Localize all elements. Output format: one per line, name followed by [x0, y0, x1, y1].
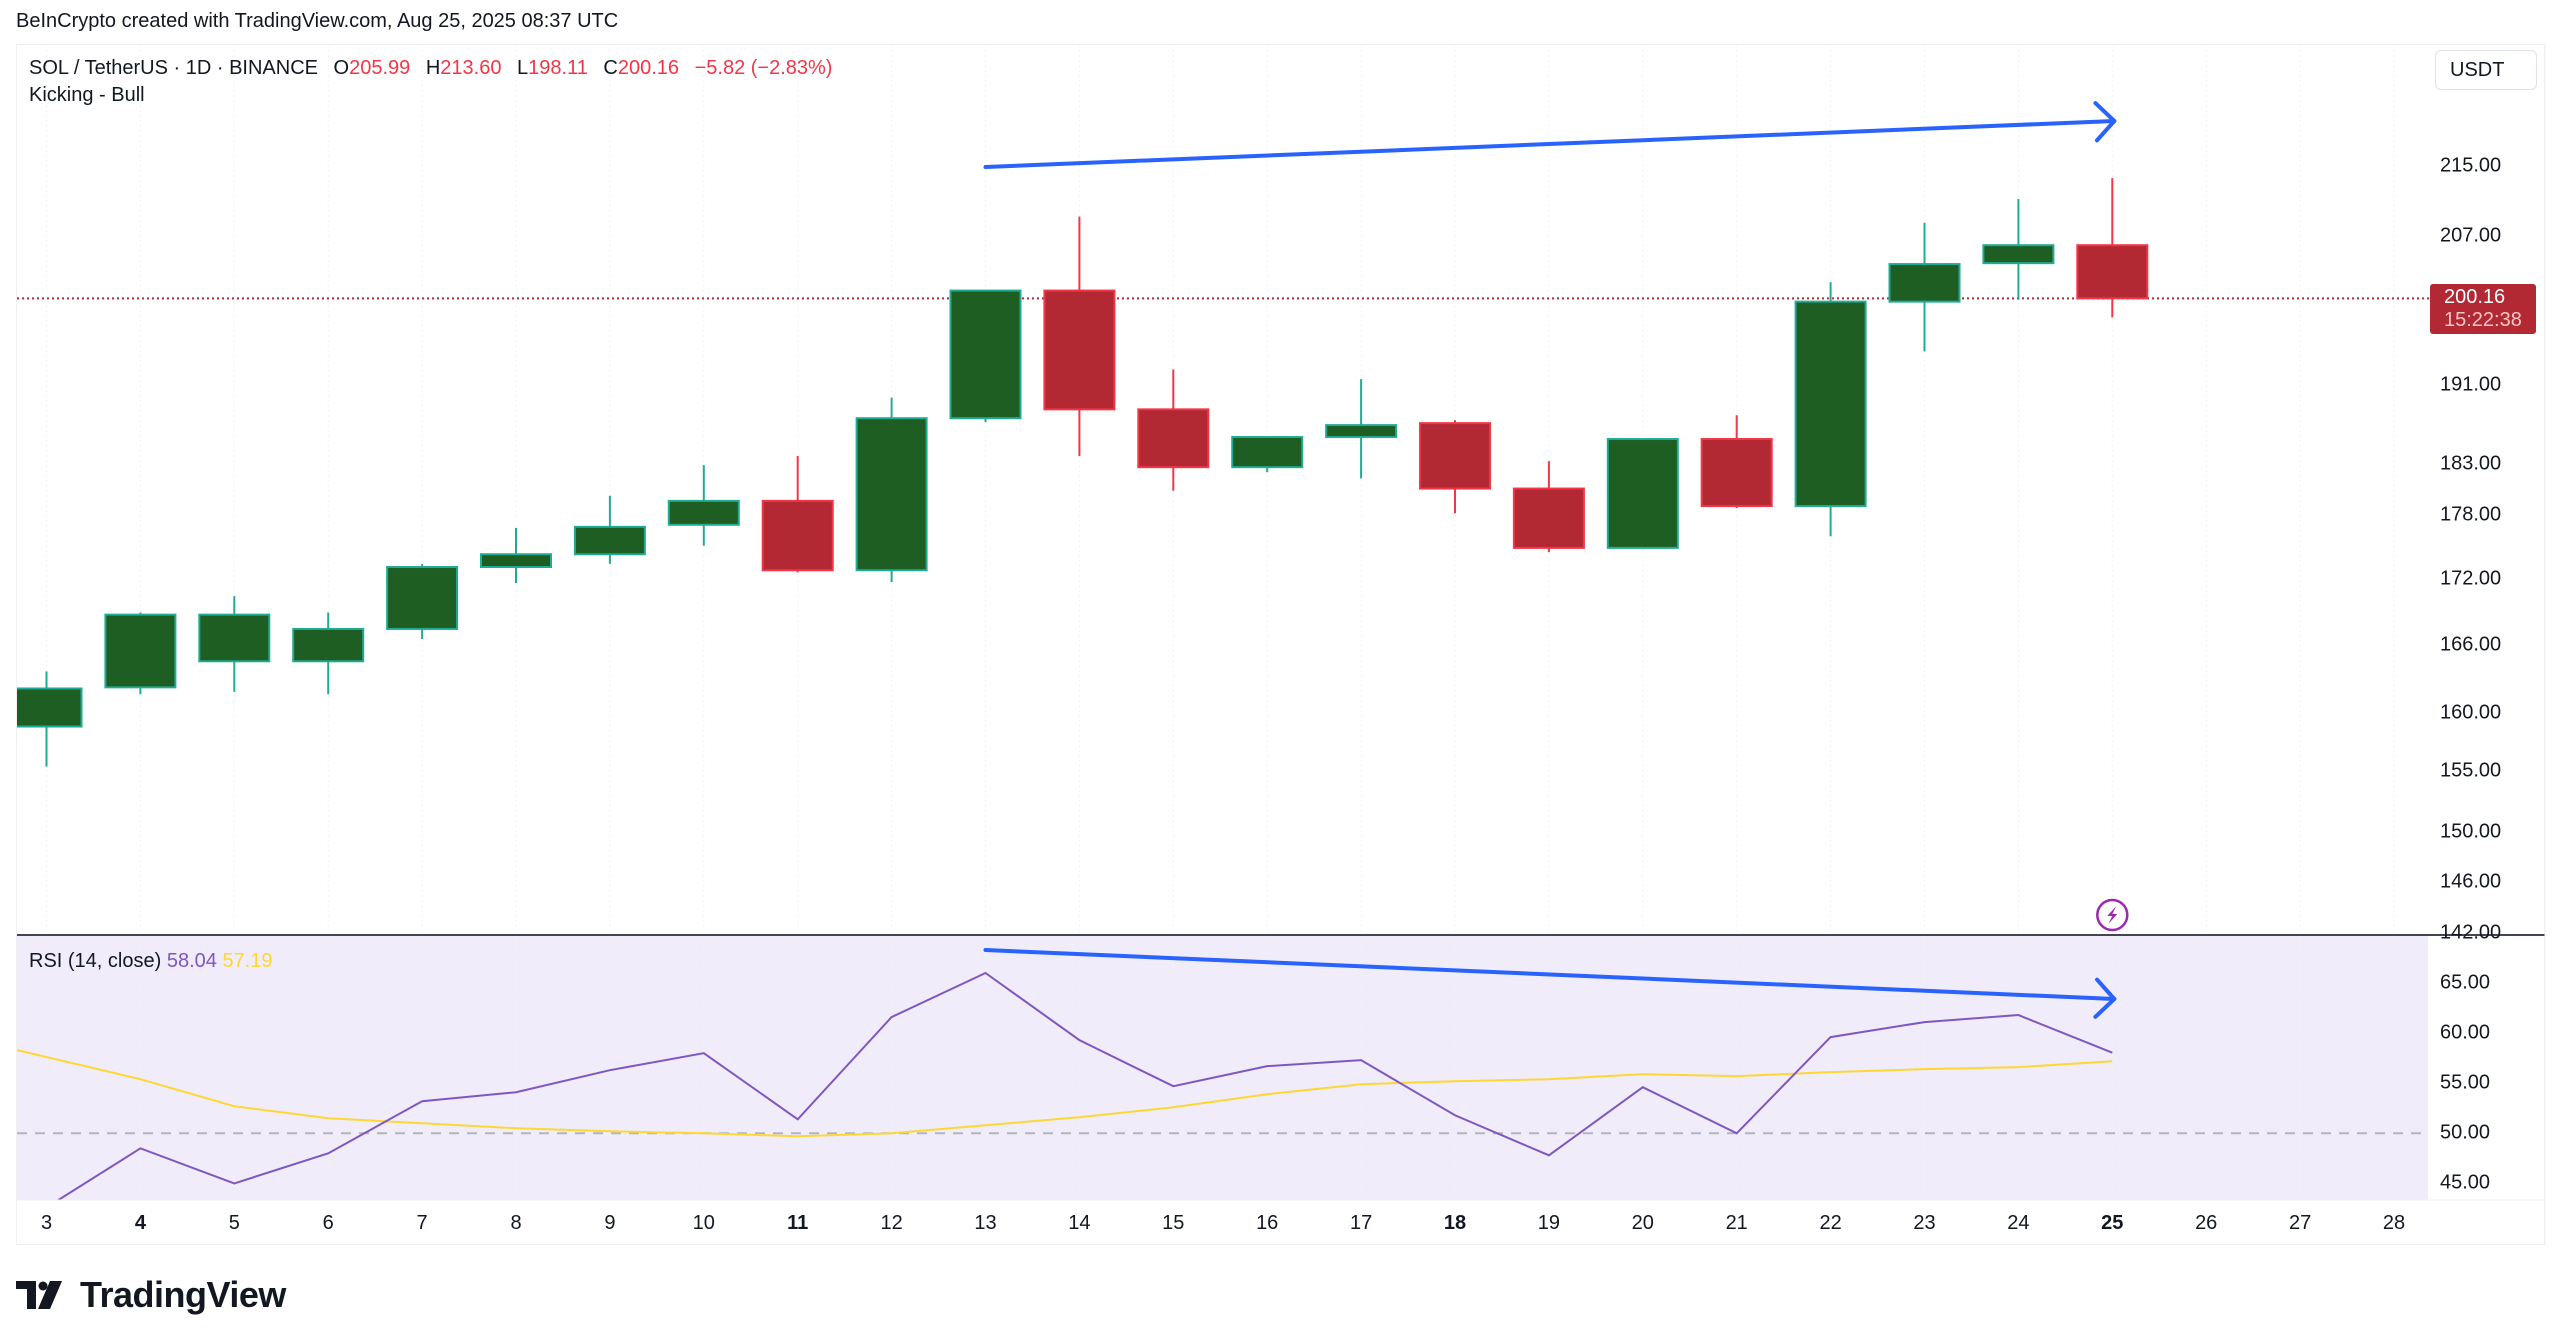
tradingview-logo[interactable]: TradingView — [16, 1274, 286, 1315]
rsi-line — [56, 971, 2113, 1200]
date-tick-label: 7 — [416, 1212, 428, 1234]
date-tick-label: 26 — [2195, 1212, 2218, 1234]
candle-24[interactable] — [1982, 198, 2055, 300]
price-tick-label: 155.00 — [2440, 759, 2502, 782]
change-value: −5.82 (−2.83%) — [694, 57, 833, 79]
candle-10[interactable] — [667, 465, 740, 546]
candle-15[interactable] — [1137, 369, 1210, 491]
date-tick-label: 13 — [974, 1212, 997, 1234]
candle-9[interactable] — [573, 495, 646, 564]
candle-11[interactable] — [761, 456, 834, 573]
chart-credit: BeInCrypto created with TradingView.com,… — [16, 10, 619, 32]
date-tick-label: 14 — [1068, 1212, 1091, 1234]
candle-3[interactable] — [12, 671, 83, 767]
date-tick-label: 11 — [787, 1212, 809, 1234]
date-tick-label: 19 — [1537, 1212, 1561, 1234]
close-value: 200.16 — [617, 57, 680, 79]
rsi-tick-label: 45.00 — [2440, 1171, 2491, 1194]
candle-21[interactable] — [1700, 415, 1773, 509]
candle-16[interactable] — [1231, 436, 1304, 473]
symbol-title[interactable]: SOL / TetherUS · 1D · BINANCE — [29, 57, 318, 79]
candle-25[interactable] — [2076, 178, 2149, 318]
date-tick-label: 18 — [1443, 1212, 1467, 1234]
price-tick-label: 142.00 — [2440, 921, 2502, 944]
candle-22[interactable] — [1794, 282, 1867, 537]
bar-countdown: 15:22:38 — [2444, 309, 2522, 331]
rsi-title[interactable]: RSI (14, close) — [29, 950, 162, 972]
date-tick-label: 3 — [40, 1212, 53, 1234]
tradingview-wordmark: TradingView — [80, 1274, 286, 1315]
price-tick-label: 191.00 — [2440, 373, 2502, 396]
low-value: 198.11 — [528, 57, 588, 79]
rsi-tick-label: 50.00 — [2440, 1121, 2491, 1144]
price-tick-label: 150.00 — [2440, 820, 2502, 843]
lightning-event-icon[interactable] — [2096, 898, 2129, 932]
date-tick-label: 22 — [1819, 1212, 1842, 1234]
candle-8[interactable] — [480, 527, 552, 584]
date-tick-label: 16 — [1256, 1212, 1279, 1234]
date-tick-label: 9 — [604, 1212, 616, 1234]
date-tick-label: 8 — [510, 1212, 522, 1234]
date-tick-label: 15 — [1162, 1212, 1185, 1234]
rsi-trend-arrow[interactable] — [983, 948, 2117, 1019]
price-tick-label: 178.00 — [2440, 503, 2502, 526]
price-tick-label: 215.00 — [2440, 154, 2502, 177]
price-tick-label: 183.00 — [2440, 452, 2502, 475]
price-tick-label: 166.00 — [2440, 633, 2502, 655]
rsi-ma-line — [17, 1049, 2113, 1138]
date-tick-label: 4 — [134, 1212, 146, 1234]
date-tick-label: 17 — [1349, 1212, 1373, 1234]
candle-17[interactable] — [1325, 379, 1398, 479]
tradingview-logo-icon — [16, 1281, 62, 1309]
candle-6[interactable] — [292, 612, 365, 695]
date-tick-label: 21 — [1725, 1212, 1748, 1234]
high-value: 213.60 — [440, 57, 502, 79]
rsi-ma-value: 57.19 — [222, 950, 273, 972]
date-tick-label: 28 — [2382, 1212, 2406, 1234]
candles — [12, 178, 2149, 767]
candle-23[interactable] — [1888, 222, 1961, 352]
date-tick-label: 27 — [2288, 1212, 2312, 1234]
candle-12[interactable] — [855, 397, 928, 583]
rsi-legend: RSI (14, close) 58.04 57.19 — [29, 950, 273, 973]
date-tick-label: 5 — [228, 1212, 240, 1234]
candle-4[interactable] — [104, 612, 177, 695]
open-value: 205.99 — [349, 57, 411, 79]
candle-14[interactable] — [1043, 216, 1116, 457]
price-tick-label: 207.00 — [2440, 224, 2502, 247]
rsi-value: 58.04 — [166, 950, 217, 972]
candle-20[interactable] — [1606, 438, 1679, 549]
last-price-label: 200.16 15:22:38 — [2430, 284, 2536, 334]
date-tick-label: 25 — [2101, 1212, 2124, 1234]
pattern-label[interactable]: Kicking - Bull — [29, 84, 145, 106]
price-tick-label: 160.00 — [2440, 701, 2502, 724]
rsi-tick-label: 55.00 — [2440, 1071, 2491, 1094]
date-tick-label: 20 — [1631, 1212, 1654, 1234]
last-price-value: 200.16 — [2444, 286, 2506, 308]
rsi-tick-label: 65.00 — [2440, 971, 2491, 994]
date-tick-label: 24 — [2007, 1212, 2030, 1234]
candle-5[interactable] — [198, 596, 271, 692]
rsi-tick-label: 60.00 — [2440, 1021, 2491, 1044]
candle-18[interactable] — [1419, 420, 1491, 514]
date-tick-label: 10 — [692, 1212, 715, 1234]
candle-19[interactable] — [1512, 461, 1585, 553]
currency-unit-button[interactable]: USDT — [2435, 50, 2537, 90]
rsi-background — [17, 936, 2428, 1200]
date-tick-label: 23 — [1913, 1212, 1936, 1234]
price-tick-label: 146.00 — [2440, 870, 2502, 893]
price-trend-arrow[interactable] — [983, 101, 2117, 169]
date-tick-label: 12 — [880, 1212, 903, 1234]
candle-13[interactable] — [949, 289, 1022, 423]
symbol-legend: SOL / TetherUS · 1D · BINANCE O205.99 H2… — [29, 55, 832, 109]
candle-7[interactable] — [386, 563, 459, 639]
price-tick-label: 172.00 — [2440, 567, 2502, 590]
date-tick-label: 6 — [322, 1212, 334, 1234]
